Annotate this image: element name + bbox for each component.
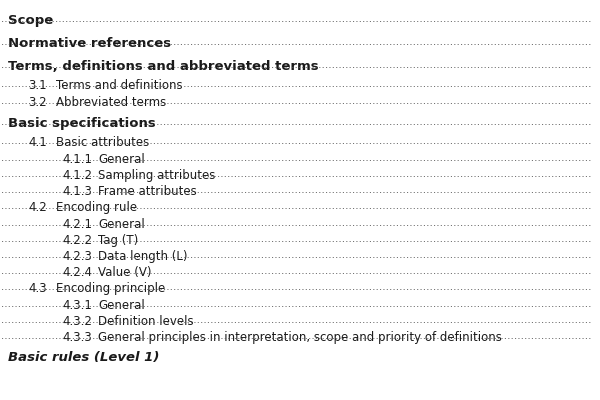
Text: ................................................................................: ........................................… bbox=[0, 169, 592, 179]
Text: ................................................................................: ........................................… bbox=[0, 14, 592, 24]
Text: Encoding rule: Encoding rule bbox=[56, 201, 137, 214]
Text: ................................................................................: ........................................… bbox=[0, 250, 592, 260]
Text: ................................................................................: ........................................… bbox=[0, 117, 592, 127]
Text: ................................................................................: ........................................… bbox=[0, 266, 592, 276]
Text: Frame attributes: Frame attributes bbox=[98, 185, 197, 198]
Text: 4.1.2: 4.1.2 bbox=[62, 169, 92, 182]
Text: 4.3.3: 4.3.3 bbox=[62, 331, 92, 344]
Text: Sampling attributes: Sampling attributes bbox=[98, 169, 215, 182]
Text: 3.2: 3.2 bbox=[28, 96, 47, 109]
Text: 4.1.1: 4.1.1 bbox=[62, 153, 92, 166]
Text: ................................................................................: ........................................… bbox=[0, 60, 592, 70]
Text: ................................................................................: ........................................… bbox=[0, 331, 592, 341]
Text: Basic attributes: Basic attributes bbox=[56, 136, 149, 149]
Text: ................................................................................: ........................................… bbox=[0, 234, 592, 244]
Text: 4.1.3: 4.1.3 bbox=[62, 185, 92, 198]
Text: Normative references: Normative references bbox=[8, 37, 171, 50]
Text: Terms, definitions and abbreviated terms: Terms, definitions and abbreviated terms bbox=[8, 60, 319, 73]
Text: ................................................................................: ........................................… bbox=[0, 185, 592, 195]
Text: 4.3.2: 4.3.2 bbox=[62, 315, 92, 328]
Text: Terms and definitions: Terms and definitions bbox=[56, 79, 182, 92]
Text: ................................................................................: ........................................… bbox=[0, 136, 592, 146]
Text: ................................................................................: ........................................… bbox=[0, 315, 592, 325]
Text: Data length (L): Data length (L) bbox=[98, 250, 187, 263]
Text: Basic specifications: Basic specifications bbox=[8, 117, 156, 130]
Text: ................................................................................: ........................................… bbox=[0, 96, 592, 106]
Text: Abbreviated terms: Abbreviated terms bbox=[56, 96, 166, 109]
Text: 4.2: 4.2 bbox=[28, 201, 47, 214]
Text: 4.2.2: 4.2.2 bbox=[62, 234, 92, 247]
Text: 4.2.3: 4.2.3 bbox=[62, 250, 92, 263]
Text: Scope: Scope bbox=[8, 14, 53, 27]
Text: ................................................................................: ........................................… bbox=[0, 218, 592, 228]
Text: ................................................................................: ........................................… bbox=[0, 37, 592, 47]
Text: 4.2.4: 4.2.4 bbox=[62, 266, 92, 279]
Text: Encoding principle: Encoding principle bbox=[56, 282, 165, 295]
Text: General: General bbox=[98, 299, 145, 312]
Text: Basic rules (Level 1): Basic rules (Level 1) bbox=[8, 351, 160, 364]
Text: Value (V): Value (V) bbox=[98, 266, 151, 279]
Text: ................................................................................: ........................................… bbox=[0, 299, 592, 309]
Text: 3.1: 3.1 bbox=[28, 79, 47, 92]
Text: Tag (T): Tag (T) bbox=[98, 234, 138, 247]
Text: 4.2.1: 4.2.1 bbox=[62, 218, 92, 231]
Text: General: General bbox=[98, 153, 145, 166]
Text: ................................................................................: ........................................… bbox=[0, 153, 592, 163]
Text: 4.3.1: 4.3.1 bbox=[62, 299, 92, 312]
Text: General principles in interpretation, scope and priority of definitions: General principles in interpretation, sc… bbox=[98, 331, 502, 344]
Text: 4.3: 4.3 bbox=[28, 282, 47, 295]
Text: ................................................................................: ........................................… bbox=[0, 282, 592, 292]
Text: Definition levels: Definition levels bbox=[98, 315, 194, 328]
Text: ................................................................................: ........................................… bbox=[0, 79, 592, 89]
Text: General: General bbox=[98, 218, 145, 231]
Text: 4.1: 4.1 bbox=[28, 136, 47, 149]
Text: ................................................................................: ........................................… bbox=[0, 201, 592, 211]
